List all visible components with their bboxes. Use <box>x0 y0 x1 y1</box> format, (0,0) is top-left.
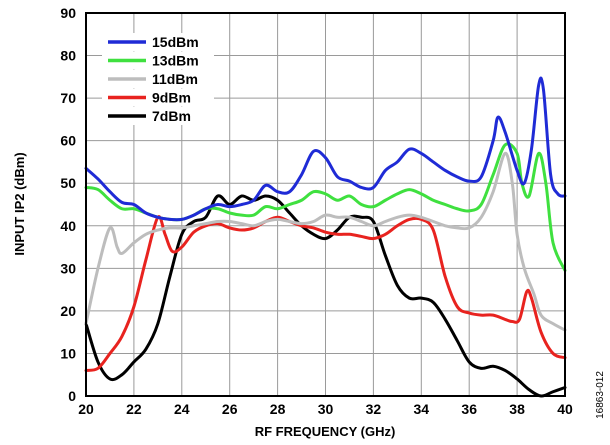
series-lines <box>84 76 567 398</box>
legend-bg <box>102 107 214 125</box>
legend-bg <box>102 51 214 70</box>
series-line-11dBm <box>84 151 567 332</box>
x-tick-label: 32 <box>366 401 382 417</box>
y-tick-label: 50 <box>60 175 76 191</box>
x-tick-label: 30 <box>318 401 334 417</box>
x-tick-label: 34 <box>414 401 430 417</box>
figure-id: 16863-012 <box>595 371 606 419</box>
y-tick-label: 0 <box>68 388 76 404</box>
x-axis-title: RF FREQUENCY (GHz) <box>255 424 396 439</box>
y-tick-label: 60 <box>60 133 76 149</box>
x-tick-label: 36 <box>461 401 477 417</box>
legend-label: 11dBm <box>152 71 198 87</box>
x-tick-label: 28 <box>270 401 286 417</box>
y-tick-label: 10 <box>60 345 76 361</box>
y-tick-label: 20 <box>60 303 76 319</box>
legend-bg <box>102 70 214 88</box>
legend-label: 13dBm <box>152 53 199 69</box>
x-tick-label: 40 <box>557 401 573 417</box>
x-tick-label: 24 <box>174 401 190 417</box>
y-tick-label: 80 <box>60 48 76 64</box>
legend: 15dBm 13dBm 11dBm 9dBm 7dBm <box>102 33 214 125</box>
y-tick-label: 30 <box>60 260 76 276</box>
y-axis-title: INPUT IP2 (dBm) <box>12 152 27 255</box>
x-tick-label: 26 <box>222 401 238 417</box>
series-line-15dBm <box>84 76 567 222</box>
plot-frame <box>85 12 566 397</box>
legend-bg <box>102 88 214 107</box>
legend-label: 7dBm <box>152 108 191 124</box>
series-line-7dBm <box>84 194 567 398</box>
x-tick-label: 38 <box>509 401 525 417</box>
legend-label: 15dBm <box>152 34 199 50</box>
x-tick-label: 22 <box>126 401 142 417</box>
y-tick-label: 90 <box>60 5 76 21</box>
x-tick-label: 20 <box>78 401 94 417</box>
y-tick-label: 70 <box>60 90 76 106</box>
tick-labels: 20 22 24 26 28 30 32 34 36 38 40 0 10 20 30 40 50 60 70 80 9… <box>60 5 573 417</box>
series-line-9dBm <box>84 215 567 372</box>
legend-label: 9dBm <box>152 90 191 106</box>
legend-bg <box>102 33 214 51</box>
y-tick-label: 40 <box>60 218 76 234</box>
